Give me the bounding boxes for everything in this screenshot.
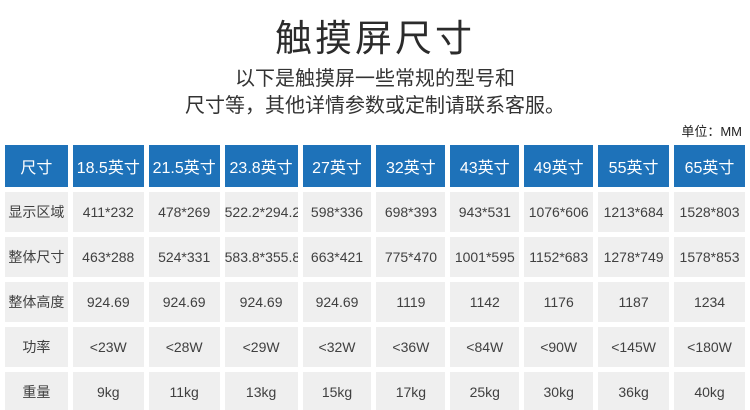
table-cell: 583.8*355.8 bbox=[224, 237, 298, 277]
table-cell: <145W bbox=[598, 327, 670, 367]
table-cell: 25kg bbox=[450, 372, 520, 410]
table-cell: 1076*606 bbox=[524, 192, 594, 232]
table-cell: 1187 bbox=[598, 282, 670, 322]
table-cell: 1528*803 bbox=[674, 192, 745, 232]
table-cell: 15kg bbox=[302, 372, 372, 410]
table-cell: 698*393 bbox=[376, 192, 446, 232]
subtitle-line-1: 以下是触摸屏一些常规的型号和 bbox=[235, 68, 515, 90]
table-cell: <29W bbox=[224, 327, 298, 367]
column-header-18-5: 18.5英寸 bbox=[72, 145, 144, 187]
table-cell: 9kg bbox=[72, 372, 144, 410]
subtitle-line-2: 尺寸等，其他详情参数或定制请联系客服。 bbox=[185, 95, 565, 117]
column-header-21-5: 21.5英寸 bbox=[148, 145, 220, 187]
table-row-weight: 重量 9kg 11kg 13kg 15kg 17kg 25kg 30kg 36k… bbox=[5, 372, 745, 410]
row-label: 功率 bbox=[5, 327, 68, 367]
table-cell: <28W bbox=[148, 327, 220, 367]
table-cell: 1578*853 bbox=[674, 237, 745, 277]
column-header-23-8: 23.8英寸 bbox=[224, 145, 298, 187]
row-label: 整体尺寸 bbox=[5, 237, 68, 277]
row-label: 重量 bbox=[5, 372, 68, 410]
table-cell: 17kg bbox=[376, 372, 446, 410]
table-cell: <23W bbox=[72, 327, 144, 367]
column-header-32: 32英寸 bbox=[376, 145, 446, 187]
table-header-row: 尺寸 18.5英寸 21.5英寸 23.8英寸 27英寸 32英寸 43英寸 4… bbox=[5, 145, 745, 187]
table-cell: 775*470 bbox=[376, 237, 446, 277]
table-cell: 40kg bbox=[674, 372, 745, 410]
table-row-display-area: 显示区域 411*232 478*269 522.2*294.2 598*336… bbox=[5, 192, 745, 232]
table-cell: 463*288 bbox=[72, 237, 144, 277]
table-cell: 1176 bbox=[524, 282, 594, 322]
table-cell: <90W bbox=[524, 327, 594, 367]
table-cell: 924.69 bbox=[302, 282, 372, 322]
spec-table: 尺寸 18.5英寸 21.5英寸 23.8英寸 27英寸 32英寸 43英寸 4… bbox=[0, 140, 750, 410]
table-row-overall-height: 整体高度 924.69 924.69 924.69 924.69 1119 11… bbox=[5, 282, 745, 322]
table-cell: <32W bbox=[302, 327, 372, 367]
page: 触摸屏尺寸 以下是触摸屏一些常规的型号和 尺寸等，其他详情参数或定制请联系客服。… bbox=[0, 8, 750, 410]
table-cell: 36kg bbox=[598, 372, 670, 410]
table-cell: 1234 bbox=[674, 282, 745, 322]
table-cell: <180W bbox=[674, 327, 745, 367]
table-row-overall-size: 整体尺寸 463*288 524*331 583.8*355.8 663*421… bbox=[5, 237, 745, 277]
table-cell: 478*269 bbox=[148, 192, 220, 232]
table-cell: 1152*683 bbox=[524, 237, 594, 277]
table-cell: 13kg bbox=[224, 372, 298, 410]
table-cell: <36W bbox=[376, 327, 446, 367]
table-cell: 1213*684 bbox=[598, 192, 670, 232]
table-cell: 1119 bbox=[376, 282, 446, 322]
row-label: 显示区域 bbox=[5, 192, 68, 232]
table-cell: 522.2*294.2 bbox=[224, 192, 298, 232]
column-header-size: 尺寸 bbox=[5, 145, 68, 187]
table-cell: 1278*749 bbox=[598, 237, 670, 277]
table-cell: 924.69 bbox=[148, 282, 220, 322]
table-cell: 598*336 bbox=[302, 192, 372, 232]
column-header-55: 55英寸 bbox=[598, 145, 670, 187]
table-row-power: 功率 <23W <28W <29W <32W <36W <84W <90W <1… bbox=[5, 327, 745, 367]
unit-label: 单位：MM bbox=[681, 124, 742, 139]
table-cell: 943*531 bbox=[450, 192, 520, 232]
table-cell: 924.69 bbox=[72, 282, 144, 322]
table-cell: 11kg bbox=[148, 372, 220, 410]
column-header-27: 27英寸 bbox=[302, 145, 372, 187]
row-label: 整体高度 bbox=[5, 282, 68, 322]
table-cell: 524*331 bbox=[148, 237, 220, 277]
table-cell: 411*232 bbox=[72, 192, 144, 232]
table-cell: 1142 bbox=[450, 282, 520, 322]
column-header-49: 49英寸 bbox=[524, 145, 594, 187]
table-cell: 663*421 bbox=[302, 237, 372, 277]
page-title: 触摸屏尺寸 bbox=[275, 18, 475, 59]
table-cell: 30kg bbox=[524, 372, 594, 410]
table-cell: 924.69 bbox=[224, 282, 298, 322]
table-cell: <84W bbox=[450, 327, 520, 367]
table-cell: 1001*595 bbox=[450, 237, 520, 277]
column-header-65: 65英寸 bbox=[674, 145, 745, 187]
column-header-43: 43英寸 bbox=[450, 145, 520, 187]
